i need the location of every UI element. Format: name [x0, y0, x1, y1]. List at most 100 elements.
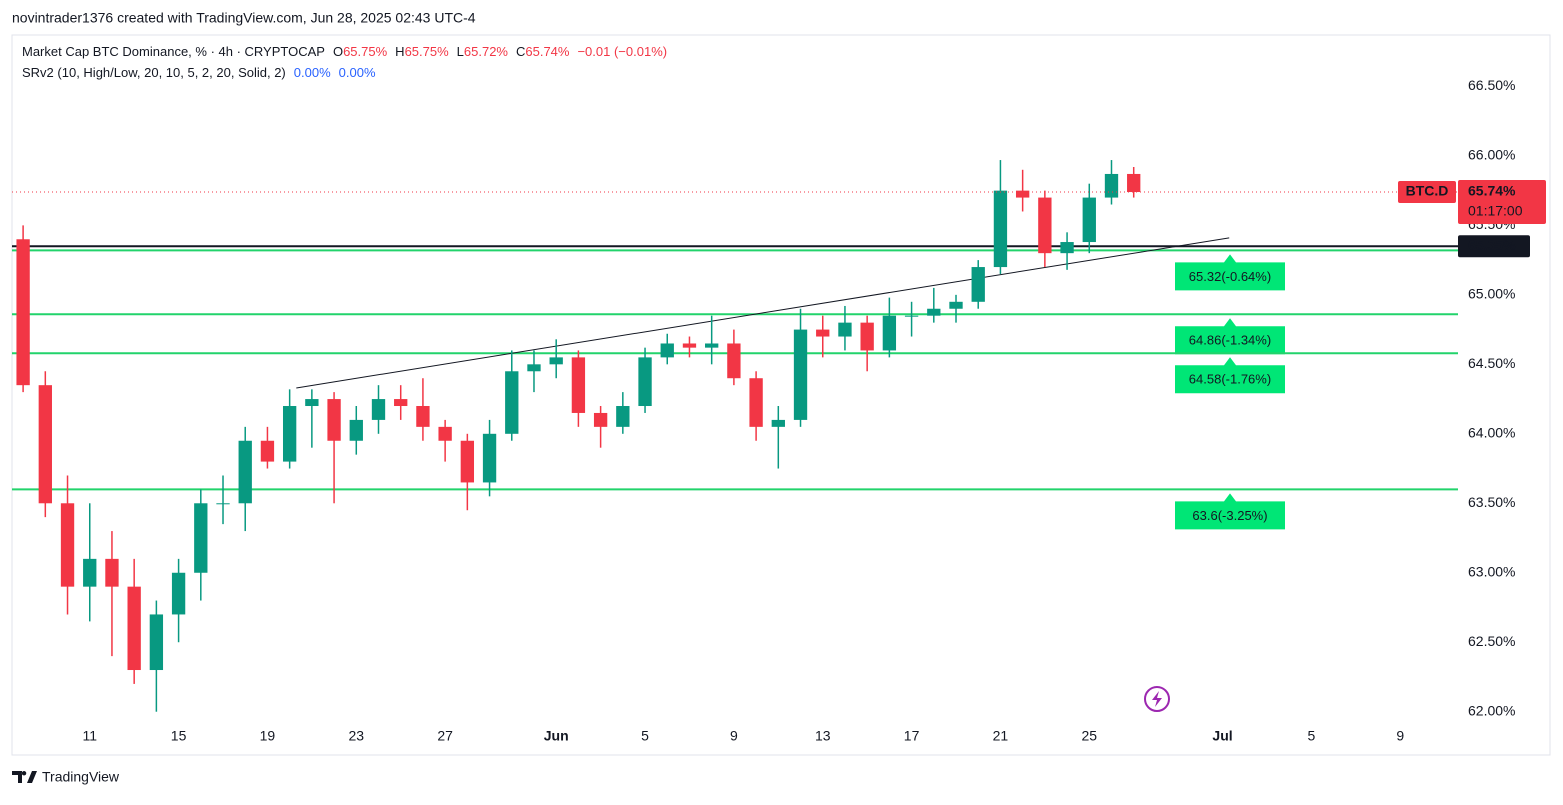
candle-body: [149, 614, 164, 671]
candle-body: [305, 399, 319, 407]
candle-body: [238, 440, 252, 504]
candle-body: [371, 399, 386, 420]
candle-body: [1038, 197, 1052, 254]
candle-body: [394, 399, 408, 407]
event-icon: [1144, 686, 1170, 712]
last-price-label: 65.74%: [1468, 183, 1516, 199]
candle-body: [1060, 242, 1074, 254]
x-tick-label: 9: [730, 728, 738, 744]
x-tick-label: 5: [1308, 728, 1316, 744]
candle-body: [327, 399, 341, 441]
level-label: 63.6(-3.25%): [1192, 508, 1267, 523]
candle-body: [460, 440, 475, 483]
candle-body: [882, 315, 897, 351]
candle-body: [971, 267, 985, 302]
y-tick-label: 64.50%: [1468, 355, 1515, 371]
y-tick-label: 63.50%: [1468, 494, 1515, 510]
level-tag: [1175, 357, 1285, 394]
legend-change: −0.01 (−0.01%): [577, 44, 667, 59]
candle-body: [482, 433, 497, 483]
level-tag: [1175, 493, 1285, 530]
candle-body: [194, 503, 208, 573]
candle-body: [904, 315, 919, 317]
level-label: 64.58(-1.76%): [1189, 372, 1271, 387]
candle-body: [616, 406, 630, 427]
x-tick-label: 23: [348, 728, 364, 744]
candle-body: [793, 329, 808, 420]
candle-body: [549, 357, 563, 365]
trendline: [296, 237, 1230, 389]
header: novintrader1376 created with TradingView…: [12, 10, 476, 26]
ohlc-label: L: [457, 44, 464, 59]
candle-body: [1127, 173, 1141, 193]
chart-frame: [11, 34, 1551, 756]
candle-body: [1082, 197, 1096, 243]
y-tick-label: 66.00%: [1468, 147, 1515, 163]
candle-body: [282, 406, 297, 462]
candle-body: [860, 322, 874, 351]
legend-title: Market Cap BTC Dominance, % · 4h · CRYPT…: [22, 44, 325, 59]
candle-body: [1104, 173, 1119, 198]
candle-body: [949, 301, 963, 309]
candle-body: [527, 364, 541, 372]
level-tag: [1175, 254, 1285, 291]
ohlc-value: 65.74%: [525, 44, 570, 59]
y-tick-label: 63.00%: [1468, 563, 1515, 579]
candle-body: [771, 419, 785, 427]
candle-body: [260, 440, 275, 462]
candle-body: [638, 357, 652, 407]
x-tick-label: 25: [1081, 728, 1097, 744]
candle-body: [1015, 190, 1030, 198]
candle-body: [105, 558, 119, 587]
y-tick-label: 66.50%: [1468, 77, 1515, 93]
candle-body: [83, 558, 97, 587]
x-tick-label: 21: [993, 728, 1009, 744]
candle-body: [171, 572, 186, 615]
candle-body: [505, 371, 519, 434]
candle-body: [16, 239, 30, 386]
x-tick-label: 11: [82, 728, 97, 744]
indicator-value: 0.00%: [294, 65, 331, 80]
x-tick-label: 15: [171, 728, 187, 744]
indicator-value: 0.00%: [339, 65, 376, 80]
y-tick-label: 62.50%: [1468, 633, 1515, 649]
x-tick-label: Jul: [1212, 728, 1232, 744]
brand-logo: [12, 771, 37, 783]
ohlc-label: O: [333, 44, 343, 59]
x-tick-label: 5: [641, 728, 649, 744]
candle-body: [593, 412, 608, 427]
y-tick-label: 65.00%: [1468, 286, 1515, 302]
candle-body: [705, 343, 719, 348]
level-label: 65.32(-0.64%): [1189, 269, 1271, 284]
y-tick-label: 62.00%: [1468, 702, 1515, 718]
x-tick-label: 19: [260, 728, 276, 744]
ohlc-label: C: [516, 44, 525, 59]
candle-body: [838, 322, 852, 337]
level-label: 64.86(-1.34%): [1189, 333, 1271, 348]
symbol-label: BTC.D: [1406, 183, 1449, 199]
x-tick-label: 17: [904, 728, 920, 744]
ohlc-label: H: [395, 44, 404, 59]
candle-body: [38, 385, 52, 504]
candle-body: [349, 419, 363, 441]
marked-level-label: 65.35%: [1468, 237, 1516, 253]
level-tag: [1175, 318, 1285, 355]
candle-body: [416, 406, 430, 427]
marked-level-badge: [1458, 235, 1530, 258]
ohlc-value: 65.75%: [405, 44, 450, 59]
candle-body: [993, 190, 1008, 268]
x-tick-label: 9: [1396, 728, 1404, 744]
candle-body: [216, 503, 230, 505]
candle-body: [816, 329, 830, 337]
candle-body: [60, 503, 75, 587]
candle-body: [727, 343, 741, 379]
x-tick-label: Jun: [544, 728, 569, 744]
countdown: 01:17:00: [1468, 203, 1523, 219]
candle-body: [682, 343, 697, 348]
candle-body: [660, 343, 674, 358]
legend-line: Market Cap BTC Dominance, % · 4h · CRYPT…: [22, 44, 667, 59]
brand: TradingView: [42, 769, 120, 785]
indicator-line: SRv2 (10, High/Low, 20, 10, 5, 2, 20, So…: [22, 65, 376, 80]
